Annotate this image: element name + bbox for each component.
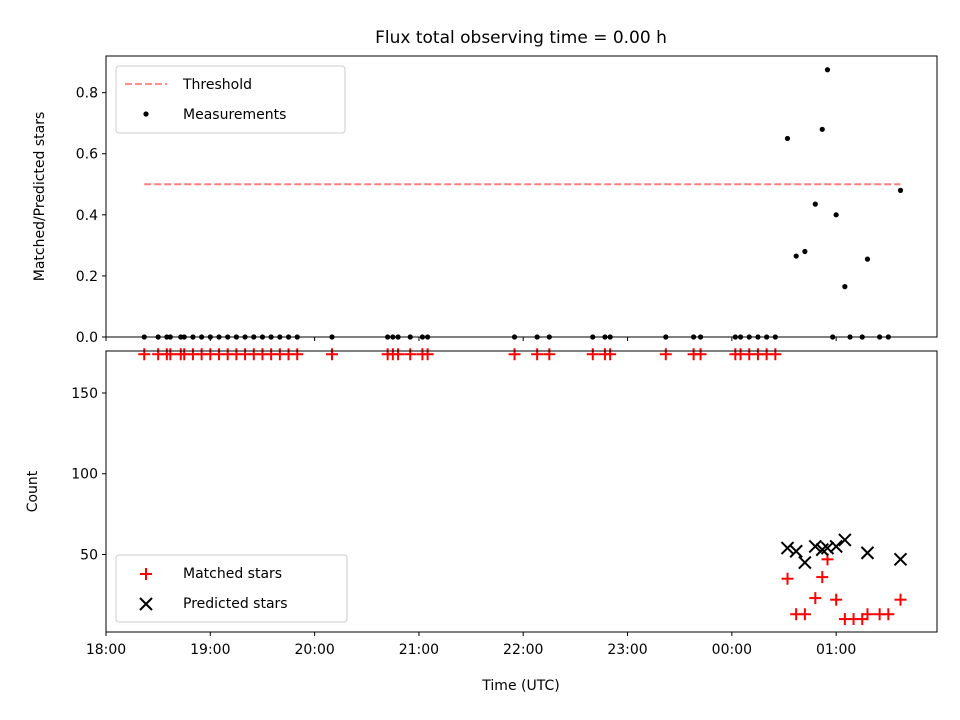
predicted-star-point <box>798 555 812 570</box>
bottom-legend-box <box>115 554 348 623</box>
measurement-point <box>802 248 808 255</box>
matched-star-point <box>326 348 339 361</box>
measurement-point <box>793 253 799 259</box>
matched-star-point <box>508 348 521 361</box>
matched-star-point <box>830 593 843 606</box>
legend-predicted-swatch <box>139 597 153 611</box>
matched-star-point <box>164 348 177 361</box>
y-tick-label: 100 <box>71 467 98 483</box>
measurement-point <box>812 201 818 207</box>
x-tick-label: 22:00 <box>503 642 543 658</box>
predicted-star-point <box>893 552 908 567</box>
matched-star-point <box>882 608 895 621</box>
y-tick-label: 150 <box>71 386 98 402</box>
bottom-plot-frame <box>105 350 938 633</box>
y-tick-label: 0.4 <box>76 208 98 224</box>
predicted-star-point <box>808 539 823 554</box>
matched-star-point <box>809 592 822 605</box>
y-tick-label: 0.0 <box>76 330 98 346</box>
matched-star-point <box>404 348 417 361</box>
x-tick-label: 19:00 <box>190 642 230 658</box>
bottom-y-axis: 50 100 150 <box>71 386 106 563</box>
bottom-plot: 50 100 150 Count 18:00 19:00 20:00 21:00 22:00… <box>25 348 938 694</box>
measurement-point <box>842 284 848 290</box>
matched-star-point <box>781 572 794 585</box>
x-tick-label: 01:00 <box>816 642 856 658</box>
measurement-point <box>897 187 904 193</box>
matched-star-point <box>291 348 304 361</box>
legend-matched-swatch <box>140 568 152 580</box>
x-tick-label: 21:00 <box>399 642 439 658</box>
matched-star-point <box>421 348 434 361</box>
matched-star-point <box>659 348 672 361</box>
matched-star-point <box>769 348 782 361</box>
x-tick-label: 20:00 <box>294 642 334 658</box>
matched-star-point <box>816 571 829 584</box>
top-legend: Threshold Measurements <box>115 65 346 134</box>
top-legend-box <box>115 65 346 134</box>
legend-predicted-label: Predicted stars <box>183 596 288 612</box>
x-tick-label: 18:00 <box>86 642 126 658</box>
chart-title: Flux total observing time = 0.00 h <box>375 28 667 48</box>
predicted-star-point <box>789 544 803 558</box>
matched-star-point <box>861 608 874 621</box>
predicted-star-point <box>829 539 843 554</box>
matched-star-point <box>543 348 556 361</box>
measurement-point <box>824 67 831 73</box>
y-tick-label: 0.8 <box>76 86 98 102</box>
legend-measurements-label: Measurements <box>183 107 286 123</box>
matched-star-point <box>138 348 151 361</box>
x-axis: 18:00 19:00 20:00 21:00 22:00 23:00 00:00 01:00 <box>86 632 856 658</box>
matched-star-point <box>586 348 599 361</box>
bottom-legend: Matched stars Predicted stars <box>115 554 348 623</box>
matched-star-point <box>798 608 811 621</box>
x-tick-label: 00:00 <box>712 642 752 658</box>
x-tick-label: 23:00 <box>607 642 647 658</box>
measurement-point <box>819 126 825 132</box>
predicted-star-point <box>860 546 875 560</box>
predicted-star-point <box>780 541 795 555</box>
measurement-point <box>784 135 791 142</box>
legend-threshold-label: Threshold <box>182 77 252 93</box>
legend-matched-label: Matched stars <box>183 566 282 582</box>
top-plot-frame <box>105 55 938 338</box>
bottom-y-axis-label: Count <box>25 470 41 512</box>
y-tick-label: 0.6 <box>76 147 98 163</box>
y-tick-label: 50 <box>80 547 98 563</box>
measurement-point <box>864 256 871 262</box>
predicted-star-point <box>838 533 852 547</box>
y-tick-label: 0.2 <box>76 269 98 285</box>
matched-star-point <box>694 348 707 361</box>
matched-star-point <box>604 348 617 361</box>
matched-star-point <box>531 348 544 361</box>
matched-star-point <box>894 593 907 606</box>
measurement-point <box>833 212 839 218</box>
legend-measurements-swatch <box>143 111 149 117</box>
top-plot: 0.00.20.40.60.8 Matched/Predicted stars … <box>32 55 938 346</box>
x-axis-label: Time (UTC) <box>481 678 559 694</box>
top-y-axis-label: Matched/Predicted stars <box>32 112 48 282</box>
matched-star-point <box>392 348 405 361</box>
top-y-axis: 0.0 0.2 0.4 0.6 0.8 <box>76 86 106 346</box>
